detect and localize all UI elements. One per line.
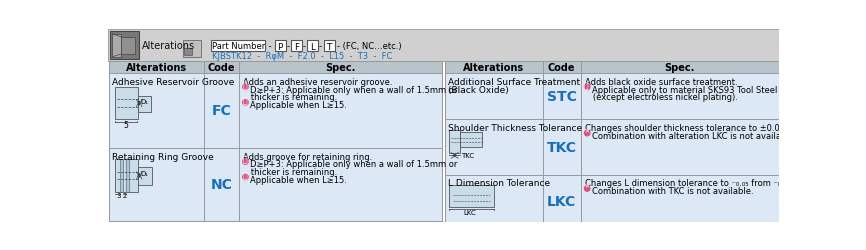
Text: (Black Oxide): (Black Oxide)	[448, 85, 508, 94]
Circle shape	[585, 186, 590, 192]
Bar	[449, 130, 460, 154]
Text: T: T	[326, 43, 332, 52]
Text: LKC: LKC	[547, 194, 576, 208]
Bar	[110, 32, 139, 60]
Text: Spec.: Spec.	[664, 63, 695, 73]
Text: STC: STC	[546, 90, 577, 104]
Circle shape	[242, 85, 249, 90]
Text: ✕: ✕	[585, 129, 590, 134]
Circle shape	[242, 159, 249, 164]
Text: Retaining Ring Groove: Retaining Ring Groove	[112, 152, 214, 161]
Bar	[109, 74, 443, 148]
Bar	[112, 34, 121, 58]
Text: Combination with TKC is not available.: Combination with TKC is not available.	[591, 186, 753, 196]
Bar	[275, 41, 286, 52]
Bar	[109, 148, 443, 221]
Text: Adds black oxide surface treatment.: Adds black oxide surface treatment.	[585, 78, 738, 86]
Bar	[121, 38, 135, 54]
Text: - (FC, NC…etc.): - (FC, NC…etc.)	[337, 42, 402, 50]
Text: Alterations: Alterations	[142, 41, 196, 51]
Text: FC: FC	[211, 104, 231, 118]
Text: ✕: ✕	[585, 184, 590, 189]
Text: Changes L dimension tolerance to ⁻₀.₀₅ from ⁻₀.₅.: Changes L dimension tolerance to ⁻₀.₀₅ f…	[585, 179, 790, 188]
Bar	[109, 62, 443, 74]
Circle shape	[242, 100, 249, 105]
Text: D≥P+3: Applicable only when a wall of 1.5mm or: D≥P+3: Applicable only when a wall of 1.…	[250, 160, 457, 168]
Bar	[115, 160, 139, 192]
Text: Alterations: Alterations	[462, 63, 524, 73]
Bar	[444, 175, 779, 227]
Text: D≥P+3: Applicable only when a wall of 1.5mm or: D≥P+3: Applicable only when a wall of 1.…	[250, 85, 457, 94]
Text: NC: NC	[210, 177, 232, 191]
Bar	[183, 41, 201, 58]
Text: D₁: D₁	[141, 98, 149, 104]
Text: P: P	[278, 43, 283, 52]
Text: ⓘ: ⓘ	[242, 170, 247, 179]
Text: LKC: LKC	[463, 209, 476, 215]
Bar	[444, 62, 779, 74]
Bar	[444, 62, 779, 221]
Text: -: -	[319, 42, 322, 50]
Text: -: -	[267, 42, 272, 50]
Text: Part Number: Part Number	[212, 42, 265, 50]
Text: thicker is remaining.: thicker is remaining.	[243, 167, 338, 176]
Text: 2: 2	[123, 192, 127, 198]
Text: Shoulder Thickness Tolerance: Shoulder Thickness Tolerance	[448, 124, 582, 132]
Text: ⓘ: ⓘ	[242, 155, 247, 164]
Text: (except electroless nickel plating).: (except electroless nickel plating).	[585, 93, 738, 102]
Bar	[108, 30, 779, 62]
Bar	[126, 160, 129, 192]
Bar	[139, 97, 151, 112]
Circle shape	[585, 85, 590, 90]
Bar	[307, 41, 319, 52]
Circle shape	[242, 174, 249, 180]
Text: Applicable when L≥15.: Applicable when L≥15.	[250, 100, 347, 110]
Text: TKC: TKC	[546, 140, 577, 154]
Bar	[449, 186, 494, 207]
Text: thicker is remaining.: thicker is remaining.	[243, 93, 338, 102]
Bar	[444, 74, 779, 120]
Bar	[139, 167, 152, 186]
Text: TKC: TKC	[461, 152, 474, 158]
Text: ⓘ: ⓘ	[242, 81, 247, 90]
Text: ⓘ: ⓘ	[584, 81, 589, 90]
Bar	[184, 48, 192, 56]
Bar	[324, 41, 334, 52]
Text: KJBSTK12  -  RφM  -  F2.0  -  L15  -  T3  -  FC: KJBSTK12 - RφM - F2.0 - L15 - T3 - FC	[212, 52, 392, 61]
Text: ⓘ: ⓘ	[242, 96, 247, 105]
Bar	[109, 62, 443, 221]
Bar	[460, 132, 481, 147]
Bar	[210, 41, 265, 52]
Bar	[291, 41, 302, 52]
Text: 3: 3	[117, 192, 121, 198]
Text: Spec.: Spec.	[325, 63, 355, 73]
Text: Adhesive Reservoir Groove: Adhesive Reservoir Groove	[112, 78, 235, 86]
Text: F: F	[294, 43, 299, 52]
Circle shape	[585, 131, 590, 136]
Text: -: -	[303, 42, 306, 50]
Text: Changes shoulder thickness tolerance to ±0.01.: Changes shoulder thickness tolerance to …	[585, 124, 787, 132]
Text: Applicable when L≥15.: Applicable when L≥15.	[250, 175, 347, 184]
Text: Adds an adhesive reservoir groove.: Adds an adhesive reservoir groove.	[243, 78, 392, 86]
Text: L: L	[310, 43, 315, 52]
Bar	[444, 120, 779, 175]
Text: Alterations: Alterations	[126, 63, 187, 73]
Text: Adds groove for retaining ring.: Adds groove for retaining ring.	[243, 152, 372, 161]
Text: D₁: D₁	[141, 170, 149, 176]
Text: -: -	[287, 42, 289, 50]
Text: Additional Surface Treatment: Additional Surface Treatment	[448, 78, 580, 86]
Bar	[120, 160, 123, 192]
Text: Combination with alteration LKC is not available.: Combination with alteration LKC is not a…	[591, 131, 797, 140]
Text: L Dimension Tolerance: L Dimension Tolerance	[448, 179, 550, 188]
Text: Code: Code	[548, 63, 575, 73]
Text: Applicable only to material SKS93 Tool Steel (JIS): Applicable only to material SKS93 Tool S…	[591, 85, 797, 94]
Bar	[115, 88, 139, 120]
Text: Code: Code	[208, 63, 236, 73]
Text: 5: 5	[124, 120, 129, 130]
